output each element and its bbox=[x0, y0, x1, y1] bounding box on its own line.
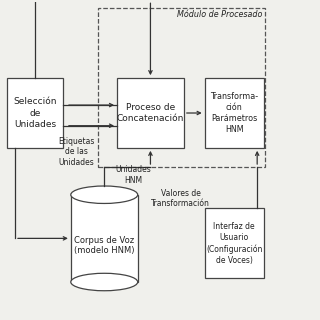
Text: Valores de
Transformación: Valores de Transformación bbox=[151, 189, 210, 208]
Bar bbox=[98, 8, 265, 167]
Bar bbox=[117, 78, 184, 148]
Bar bbox=[71, 195, 138, 282]
Text: Corpus de Voz
(modelo HNM): Corpus de Voz (modelo HNM) bbox=[74, 236, 134, 255]
Text: Módulo de Procesado: Módulo de Procesado bbox=[177, 10, 262, 19]
Text: Transforma-
ción
Parámetros
HNM: Transforma- ción Parámetros HNM bbox=[210, 92, 258, 134]
Ellipse shape bbox=[71, 186, 138, 204]
Text: Proceso de
Concatenación: Proceso de Concatenación bbox=[117, 103, 184, 123]
Text: Etiquetas
de las
Unidades: Etiquetas de las Unidades bbox=[58, 137, 95, 167]
Text: Selección
de
Unidades: Selección de Unidades bbox=[13, 97, 57, 129]
Text: Interfaz de
Usuario
(Configuración
de Voces): Interfaz de Usuario (Configuración de Vo… bbox=[206, 222, 262, 265]
Ellipse shape bbox=[71, 273, 138, 291]
Text: Unidades
HNM: Unidades HNM bbox=[115, 165, 151, 185]
Bar bbox=[204, 78, 264, 148]
Bar bbox=[7, 78, 63, 148]
Bar bbox=[204, 208, 264, 278]
